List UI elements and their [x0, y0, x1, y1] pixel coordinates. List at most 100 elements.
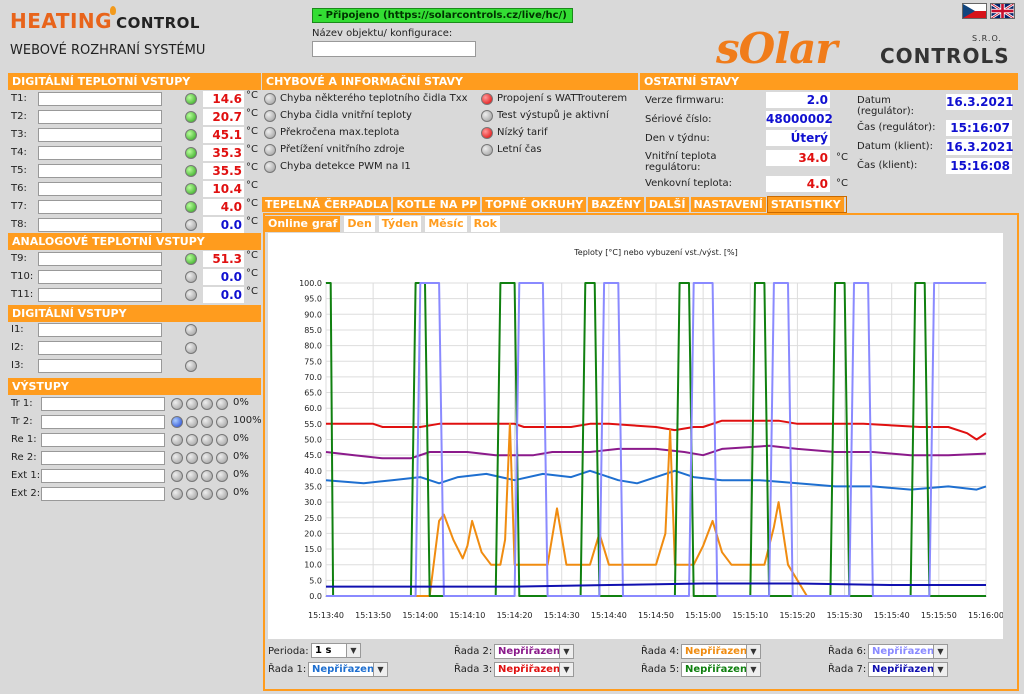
output-led-icon — [171, 416, 183, 428]
y-tick-label: 75.0 — [304, 357, 322, 366]
output-led-icon — [216, 398, 228, 410]
y-tick-label: 85.0 — [304, 326, 322, 335]
digital-temp-label: T4: — [11, 147, 27, 158]
digital-input-field[interactable] — [38, 359, 162, 373]
object-name-input[interactable] — [312, 41, 476, 57]
tab-4[interactable]: DALŠÍ — [645, 197, 691, 212]
status-led-icon — [185, 165, 197, 177]
solarcontrols-logo: sOlar CONTROLS S.R.O. — [716, 24, 1016, 73]
y-tick-label: 45.0 — [304, 451, 322, 460]
outer-temp-label: Venkovní teplota: — [645, 178, 733, 189]
digital-temp-input[interactable] — [38, 146, 162, 160]
output-percent: 0% — [233, 487, 249, 498]
english-flag-icon[interactable] — [990, 3, 1015, 19]
y-tick-label: 25.0 — [304, 514, 322, 523]
main-tabs: TEPELNÁ ČERPADLA KOTLE NA PP TOPNÉ OKRUHY B… — [262, 196, 847, 213]
x-tick-label: 15:13:40 — [308, 611, 344, 620]
digital-inputs-title: DIGITÁLNÍ VSTUPY — [8, 305, 261, 322]
series-select-6[interactable]: Nepřiřazeno ▼ — [868, 644, 948, 659]
digital-temp-input[interactable] — [38, 92, 162, 106]
date-regulator-label: Datum (regulátor): — [857, 95, 914, 117]
output-field[interactable] — [41, 451, 165, 465]
subtab-1[interactable]: Den — [344, 216, 375, 232]
x-tick-label: 15:15:00 — [685, 611, 721, 620]
output-field[interactable] — [41, 469, 165, 483]
tab-0[interactable]: TEPELNÁ ČERPADLA — [262, 197, 394, 212]
digital-input-label: I2: — [11, 342, 24, 353]
chevron-down-icon: ▼ — [373, 663, 387, 676]
error-label: Chyba detekce PWM na I1 — [280, 161, 411, 172]
digital-temp-input[interactable] — [38, 218, 162, 232]
info-label: Letní čas — [497, 144, 542, 155]
series-select-7[interactable]: Nepřiřazeno ▼ — [868, 662, 948, 677]
series-line-6 — [326, 282, 986, 597]
analog-temp-label: T9: — [11, 253, 27, 264]
online-chart: Teploty [°C] nebo vybuzení vst./výst. [%… — [268, 233, 1004, 639]
tab-3[interactable]: BAZÉNY — [588, 197, 646, 212]
info-led-icon — [481, 93, 493, 105]
digital-temp-input[interactable] — [38, 110, 162, 124]
output-label: Tr 1: — [11, 398, 33, 409]
chart-title: Teploty [°C] nebo vybuzení vst./výst. [%… — [573, 248, 738, 257]
digital-input-label: I1: — [11, 324, 24, 335]
tab-6[interactable]: STATISTIKY — [766, 196, 847, 213]
analog-temp-input[interactable] — [38, 252, 162, 266]
x-tick-label: 15:14:10 — [449, 611, 485, 620]
subtab-3[interactable]: Měsíc — [425, 216, 467, 232]
analog-temp-input[interactable] — [38, 288, 162, 302]
status-led-icon — [185, 147, 197, 159]
info-led-icon — [481, 127, 493, 139]
subtab-2[interactable]: Týden — [378, 216, 422, 232]
output-led-icon — [216, 488, 228, 500]
info-label: Nízký tarif — [497, 127, 548, 138]
digital-temp-input[interactable] — [38, 200, 162, 214]
output-field[interactable] — [41, 487, 165, 501]
tab-2[interactable]: TOPNÉ OKRUHY — [482, 197, 589, 212]
output-field[interactable] — [41, 433, 165, 447]
series-select-2[interactable]: Nepřiřazeno ▼ — [494, 644, 574, 659]
subtab-0[interactable]: Online graf — [265, 216, 341, 232]
digital-input-field[interactable] — [38, 323, 162, 337]
y-tick-label: 0.0 — [309, 592, 322, 601]
series-line-2 — [325, 444, 987, 460]
digital-temp-input[interactable] — [38, 182, 162, 196]
info-led-icon — [481, 144, 493, 156]
y-tick-label: 65.0 — [304, 389, 322, 398]
series-select-3[interactable]: Nepřiřazeno ▼ — [494, 662, 574, 677]
analog-temp-value: 51.3 — [203, 251, 244, 267]
digital-temp-input[interactable] — [38, 128, 162, 142]
series-select-1[interactable]: Nepřiřazeno ▼ — [308, 662, 388, 677]
series-select-value: Nepřiřazeno — [872, 664, 941, 675]
output-percent: 0% — [233, 397, 249, 408]
digital-temp-label: T5: — [11, 165, 27, 176]
series-select-label: Řada 2: — [454, 646, 493, 657]
analog-temp-input[interactable] — [38, 270, 162, 284]
x-tick-label: 15:14:50 — [638, 611, 674, 620]
chevron-down-icon: ▼ — [933, 663, 947, 676]
series-line-4 — [326, 422, 986, 597]
digital-temp-value: 35.3 — [203, 145, 244, 161]
subtab-4[interactable]: Rok — [470, 216, 500, 232]
series-select-label: Řada 6: — [828, 646, 867, 657]
tab-5[interactable]: NASTAVENÍ — [690, 197, 768, 212]
output-led-icon — [171, 398, 183, 410]
time-client-value: 15:16:08 — [946, 158, 1012, 174]
output-field[interactable] — [41, 415, 165, 429]
analog-temp-unit: °C — [246, 268, 258, 279]
digital-temp-input[interactable] — [38, 164, 162, 178]
series-select-5[interactable]: Nepřiřazeno ▼ — [681, 662, 761, 677]
series-select-label: Řada 1: — [268, 664, 307, 675]
czech-flag-icon[interactable] — [962, 3, 987, 19]
digital-input-field[interactable] — [38, 341, 162, 355]
tab-1[interactable]: KOTLE NA PP — [393, 197, 483, 212]
status-led-icon — [185, 183, 197, 195]
series-select-4[interactable]: Nepřiřazeno ▼ — [681, 644, 761, 659]
y-tick-label: 20.0 — [304, 529, 322, 538]
period-select[interactable]: 1 s ▼ — [311, 643, 361, 658]
output-led-icon — [171, 488, 183, 500]
sub-tabs: Online graf Den Týden Měsíc Rok — [265, 216, 500, 232]
output-led-icon — [171, 434, 183, 446]
output-led-icon — [201, 452, 213, 464]
error-label: Přetížení vnitřního zdroje — [280, 144, 405, 155]
output-field[interactable] — [41, 397, 165, 411]
